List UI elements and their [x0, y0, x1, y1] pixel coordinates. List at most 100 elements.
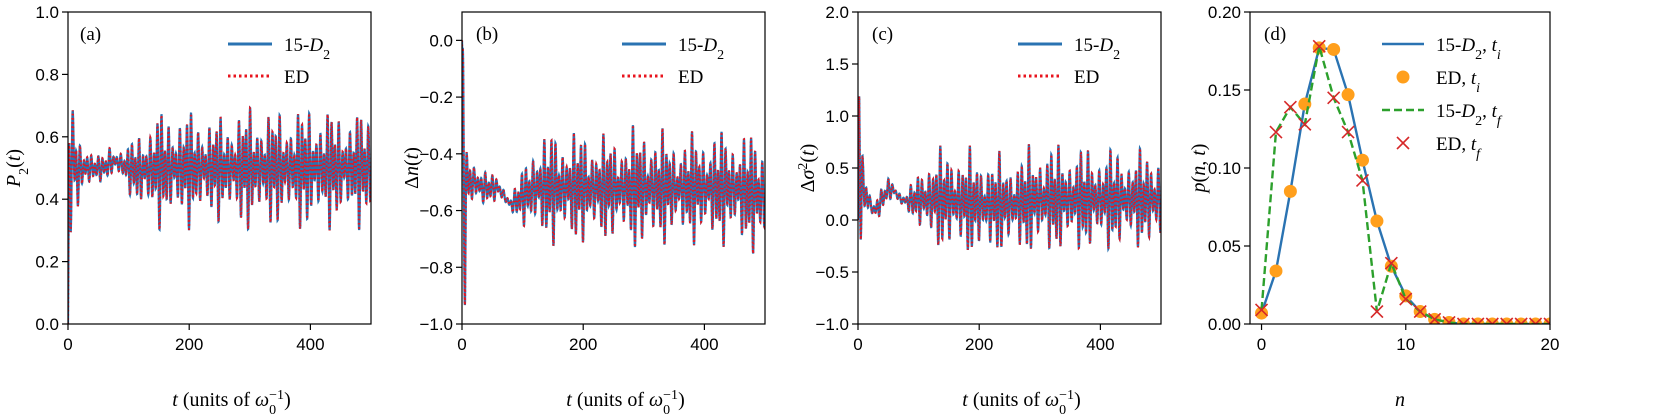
y-tick-label-b-4: −0.2	[419, 88, 453, 107]
y-tick-label-c-0: −1.0	[815, 315, 849, 334]
point-ed-tf-3	[1298, 117, 1312, 131]
point-ed-ti-0	[1255, 306, 1269, 320]
panel-d: (d) 0 10 20 0.00 0.05 0.10 0.15 0.20 n p(n, t)…	[1188, 3, 1559, 411]
y-tick-label-a-3: 0.6	[35, 128, 59, 147]
y-ticks-b: −1.0 −0.8 −0.6 −0.4 −0.2 0.0	[419, 31, 462, 334]
x-tick-label-d-1: 10	[1396, 335, 1415, 354]
point-ed-tf-13	[1442, 315, 1456, 324]
legend-b: 15-D2 ED	[622, 35, 724, 88]
point-ed-ti-16	[1485, 317, 1499, 324]
point-ed-tf-2	[1283, 100, 1297, 114]
y-tick-label-d-1: 0.05	[1208, 237, 1241, 256]
point-ed-tf-5	[1327, 91, 1341, 105]
panel-label-b: (b)	[476, 24, 498, 45]
y-tick-label-c-5: 1.5	[825, 55, 849, 74]
legend-label-d-1: 15-D2, ti	[1436, 35, 1501, 63]
point-ed-tf-16	[1485, 317, 1499, 324]
legend-label-b-2: ED	[678, 67, 703, 88]
y-tick-label-d-3: 0.15	[1208, 81, 1241, 100]
point-ed-ti-5	[1327, 42, 1341, 56]
x-ticks-c: 0 200 400	[853, 324, 1115, 354]
y-ticks-d: 0.00 0.05 0.10 0.15 0.20	[1208, 3, 1250, 334]
point-ed-tf-18	[1514, 317, 1528, 324]
legend-d: 15-D2, ti ED, ti 15-D2, tf ED, tf	[1382, 35, 1503, 162]
legend-marker-d-2	[1396, 70, 1410, 84]
x-ticks-d: 0 10 20	[1257, 324, 1559, 354]
x-tick-label-c-2: 400	[1086, 335, 1114, 354]
point-ed-tf-11	[1413, 304, 1427, 319]
point-ed-tf-8	[1370, 304, 1384, 319]
y-ticks-c: −1.0 −0.5 0.0 0.5 1.0 1.5 2.0	[815, 3, 858, 334]
point-ed-tf-15	[1471, 317, 1485, 324]
y-tick-label-b-3: −0.4	[419, 145, 453, 164]
panel-label-a: (a)	[80, 24, 101, 45]
point-ed-tf-14	[1456, 317, 1471, 324]
panel-label-c: (c)	[872, 24, 893, 45]
series-15-D2-a	[68, 105, 371, 324]
x-axis-label-c: t (units of ω0−1)	[962, 388, 1080, 415]
x-tick-label-c-1: 200	[965, 335, 993, 354]
point-ed-ti-2	[1283, 184, 1297, 198]
point-ed-tf-20	[1543, 317, 1550, 324]
point-ed-tf-4	[1312, 39, 1326, 53]
point-ed-ti-8	[1370, 214, 1384, 228]
panel-a: (a) 0 200 400 0.0 0.2 0.4 0.6 0.8 1.0 t (units …	[3, 3, 372, 415]
y-axis-label-b: Δn(t)	[401, 147, 423, 189]
x-tick-label-b-2: 400	[690, 335, 718, 354]
legend-label-d-4: ED, tf	[1436, 134, 1482, 162]
point-ed-tf-1	[1269, 125, 1283, 139]
point-ed-tf-17	[1500, 317, 1514, 324]
point-ed-ti-14	[1456, 317, 1470, 324]
y-axis-label-d: p(n, t)	[1188, 144, 1210, 195]
y-tick-label-a-1: 0.2	[35, 253, 59, 272]
y-tick-label-b-2: −0.6	[419, 202, 453, 221]
legend-label-c-2: ED	[1074, 67, 1099, 88]
x-tick-label-b-1: 200	[569, 335, 597, 354]
y-axis-label-c: Δσ2(t)	[796, 144, 820, 193]
legend-label-d-2: ED, ti	[1436, 68, 1480, 96]
plot-area-a	[68, 105, 371, 324]
y-tick-label-a-4: 0.8	[35, 65, 59, 84]
x-tick-label-c-0: 0	[853, 335, 862, 354]
legend-c: 15-D2 ED	[1018, 35, 1120, 88]
y-tick-label-c-1: −0.5	[815, 263, 849, 282]
y-axis-label-a: P2(t)	[3, 149, 32, 188]
y-tick-label-b-0: −1.0	[419, 315, 453, 334]
y-tick-label-a-0: 0.0	[35, 315, 59, 334]
point-ed-tf-9	[1384, 256, 1398, 270]
point-ed-tf-10	[1399, 292, 1413, 306]
legend-label-d-3: 15-D2, tf	[1436, 101, 1503, 129]
point-ed-tf-12	[1428, 312, 1442, 324]
x-tick-label-b-0: 0	[457, 335, 466, 354]
y-tick-label-b-1: −0.8	[419, 258, 453, 277]
legend-label-c-1: 15-D2	[1074, 35, 1120, 63]
legend-label-a-2: ED	[284, 67, 309, 88]
legend-label-b-1: 15-D2	[678, 35, 724, 63]
x-tick-label-a-2: 400	[296, 335, 324, 354]
x-axis-label-d: n	[1395, 389, 1405, 411]
point-ed-ti-6	[1341, 88, 1355, 102]
panel-label-d: (d)	[1264, 24, 1286, 45]
x-ticks-b: 0 200 400	[457, 324, 719, 354]
y-tick-label-b-5: 0.0	[429, 31, 453, 50]
point-ed-tf-19	[1529, 317, 1543, 324]
point-ed-tf-6	[1341, 125, 1355, 139]
x-tick-label-a-0: 0	[63, 335, 72, 354]
panel-b: (b) 0 200 400 −1.0 −0.8 −0.6 −0.4 −0.2 0.0 t (unit…	[401, 11, 766, 415]
series-15-d2-tf	[1260, 45, 1550, 324]
legend-marker-d-4	[1396, 136, 1410, 150]
point-ed-ti-7	[1356, 153, 1369, 167]
series-15-D2-b	[462, 40, 765, 306]
series-ED-c	[858, 96, 1161, 253]
x-axis-label-b: t (units of ω0−1)	[566, 388, 684, 415]
point-ed-ti-17	[1500, 317, 1514, 324]
legend-label-a-1: 15-D2	[284, 35, 330, 63]
series-ED-a	[68, 105, 371, 324]
y-tick-label-a-5: 1.0	[35, 3, 59, 22]
y-tick-label-a-2: 0.4	[35, 190, 59, 209]
legend-a: 15-D2 ED	[228, 35, 330, 88]
axes-frame-a	[67, 11, 372, 325]
y-tick-label-d-4: 0.20	[1208, 3, 1241, 22]
point-ed-ti-1	[1269, 264, 1283, 278]
